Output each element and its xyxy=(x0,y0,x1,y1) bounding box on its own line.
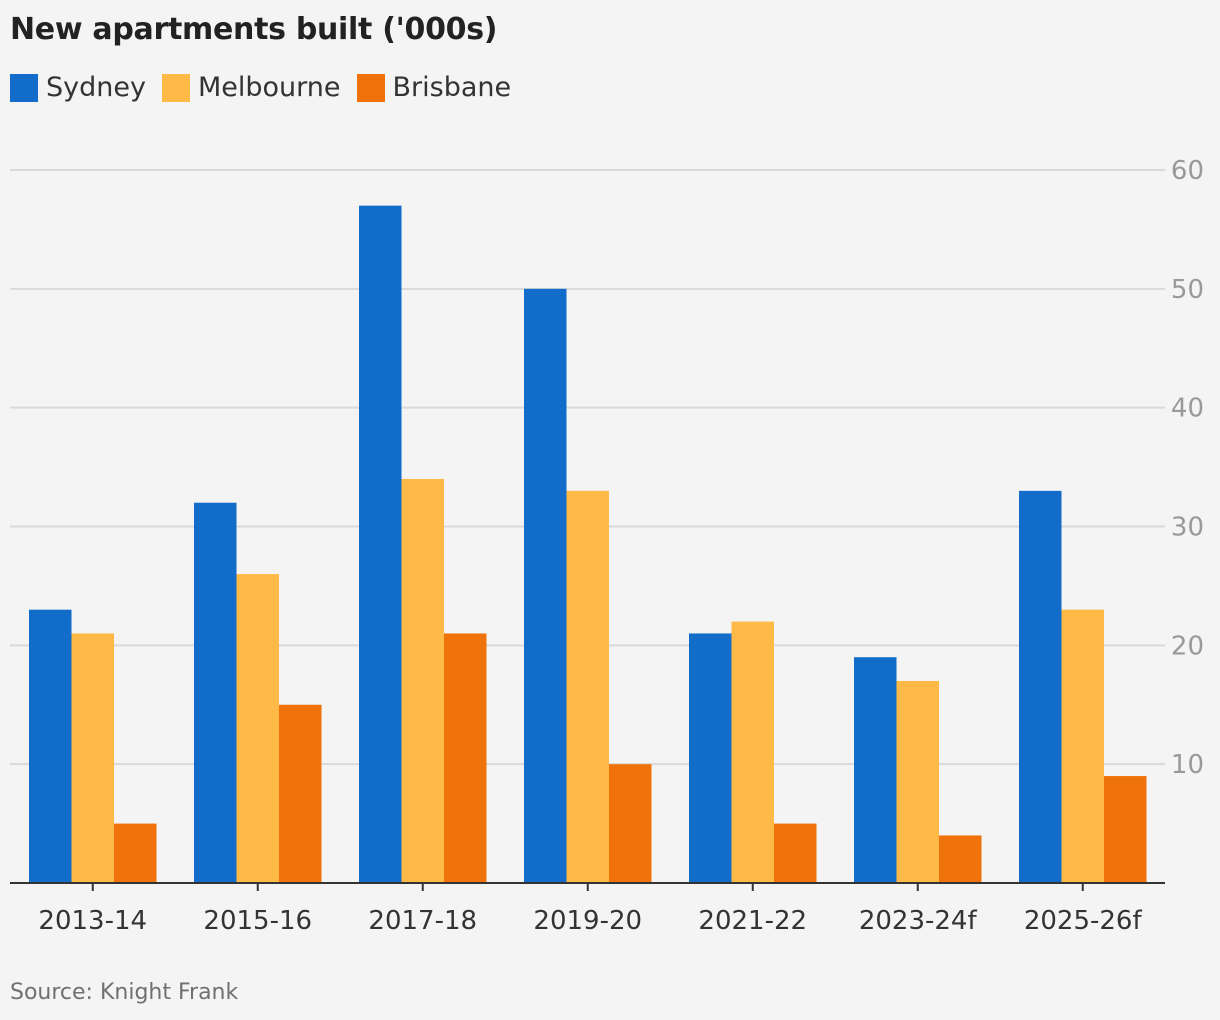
x-tick-label: 2023-24f xyxy=(859,906,978,936)
y-tick-label: 20 xyxy=(1171,631,1204,661)
legend-item-melbourne: Melbourne xyxy=(161,72,341,103)
bar-melbourne xyxy=(566,490,609,883)
bar-melbourne xyxy=(71,633,114,883)
bar-brisbane xyxy=(774,823,817,883)
x-tick-label: 2021-22 xyxy=(698,906,807,936)
legend-label-melbourne: Melbourne xyxy=(197,72,341,103)
legend-item-brisbane: Brisbane xyxy=(356,72,512,103)
bar-sydney xyxy=(854,657,897,883)
y-tick-label: 30 xyxy=(1171,513,1204,543)
source-note: Source: Knight Frank xyxy=(10,980,239,1005)
bar-sydney xyxy=(359,205,402,883)
bar-brisbane xyxy=(1104,776,1147,883)
legend-swatch-sydney xyxy=(10,73,38,102)
bar-sydney xyxy=(689,633,732,883)
x-tick-label: 2015-16 xyxy=(203,906,312,936)
bar-melbourne xyxy=(236,574,279,883)
legend: Sydney Melbourne Brisbane xyxy=(10,72,527,103)
y-tick-label: 10 xyxy=(1171,750,1204,780)
bar-melbourne xyxy=(401,478,444,883)
bar-sydney xyxy=(29,609,72,883)
x-tick-label: 2013-14 xyxy=(38,906,147,936)
chart-title: New apartments built ('000s) xyxy=(10,12,498,47)
legend-label-sydney: Sydney xyxy=(46,72,146,103)
bar-sydney xyxy=(524,288,567,883)
bar-brisbane xyxy=(609,764,652,883)
bar-brisbane xyxy=(114,823,157,883)
bar-chart: 10 20 30 40 50 60 2013-14 2015-16 2017-18 2019-20… xyxy=(10,156,1204,936)
x-tick-label: 2025-26f xyxy=(1024,906,1143,936)
bar-brisbane xyxy=(444,633,487,883)
bar-melbourne xyxy=(896,680,939,883)
bar-melbourne xyxy=(731,621,774,883)
x-tick-label: 2017-18 xyxy=(368,906,477,936)
bar-brisbane xyxy=(279,704,322,883)
legend-label-brisbane: Brisbane xyxy=(392,72,512,103)
y-tick-label: 50 xyxy=(1171,275,1204,305)
y-tick-label: 60 xyxy=(1171,156,1204,186)
legend-item-sydney: Sydney xyxy=(10,72,146,103)
legend-swatch-melbourne xyxy=(161,73,190,102)
bar-brisbane xyxy=(939,835,982,883)
bar-melbourne xyxy=(1061,609,1104,883)
legend-swatch-brisbane xyxy=(356,73,385,102)
bar-sydney xyxy=(194,502,237,883)
y-tick-label: 40 xyxy=(1171,394,1204,424)
bar-sydney xyxy=(1019,490,1062,883)
x-tick-label: 2019-20 xyxy=(533,906,642,936)
